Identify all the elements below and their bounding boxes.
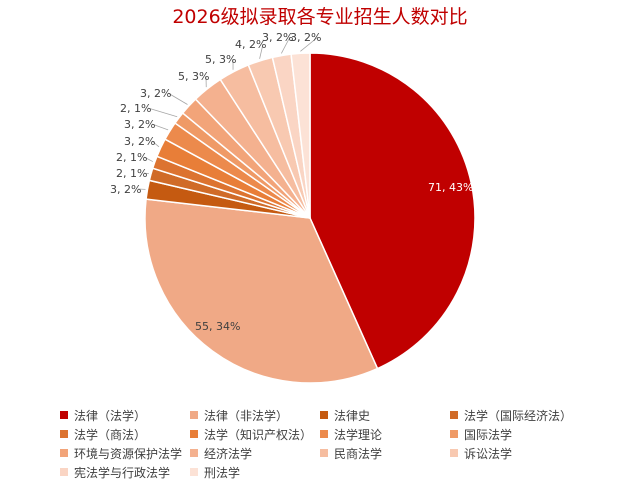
- legend-swatch: [320, 430, 328, 438]
- legend-item: 经济法学: [190, 445, 320, 461]
- leader-line: [259, 43, 264, 59]
- legend-swatch: [60, 411, 68, 419]
- legend-label: 环境与资源保护法学: [74, 446, 183, 461]
- data-label: 4, 2%: [235, 38, 266, 51]
- leader-line: [151, 140, 160, 148]
- pie-chart: 71, 43%55, 34%3, 2%2, 1%2, 1%3, 2%3, 2%2…: [110, 31, 476, 384]
- legend-swatch: [320, 449, 328, 457]
- leader-line: [300, 36, 319, 52]
- legend-item: 刑法学: [190, 464, 320, 480]
- chart-title: 2026级拟录取各专业招生人数对比: [172, 6, 468, 28]
- leader-line: [151, 123, 169, 131]
- legend-swatch: [320, 411, 328, 419]
- legend-item: 法学理论: [320, 426, 450, 442]
- pie-slice: [290, 52, 311, 219]
- legend-label: 国际法学: [464, 427, 513, 442]
- legend-item: 宪法学与行政法学: [60, 464, 190, 480]
- pie-slice: [309, 52, 476, 370]
- legend-item: 法学（商法）: [60, 426, 190, 442]
- data-label: 5, 3%: [178, 70, 209, 83]
- legend-item: 法学（知识产权法）: [190, 426, 320, 442]
- legend-item: 法律（非法学）: [190, 407, 320, 423]
- legend-swatch: [450, 411, 458, 419]
- legend-swatch: [190, 411, 198, 419]
- legend-item: 法律（法学）: [60, 407, 190, 423]
- leader-line: [143, 172, 150, 175]
- data-label: 3, 2%: [140, 87, 171, 100]
- legend-swatch: [60, 468, 68, 476]
- legend-item: 国际法学: [450, 426, 620, 442]
- data-label: 55, 34%: [195, 320, 240, 333]
- legend-swatch: [190, 449, 198, 457]
- data-label: 2, 1%: [120, 102, 151, 115]
- data-label: 71, 43%: [428, 181, 473, 194]
- data-label: 3, 2%: [290, 31, 321, 44]
- legend-swatch: [60, 430, 68, 438]
- legend-swatch: [450, 449, 458, 457]
- legend-item: 民商法学: [320, 445, 450, 461]
- data-label: 3, 2%: [110, 183, 141, 196]
- legend-label: 法学理论: [334, 427, 383, 442]
- leader-line: [147, 107, 178, 118]
- legend-item: 诉讼法学: [450, 445, 620, 461]
- leader-line: [280, 36, 291, 54]
- legend-swatch: [190, 430, 198, 438]
- data-label: 2, 1%: [116, 167, 147, 180]
- legend-label: 法律（非法学）: [204, 408, 289, 423]
- legend-label: 法学（知识产权法）: [204, 427, 313, 442]
- legend-label: 诉讼法学: [464, 446, 513, 461]
- legend-label: 经济法学: [204, 446, 253, 461]
- legend-label: 法学（国际经济法）: [464, 408, 573, 423]
- legend-swatch: [190, 468, 198, 476]
- legend-label: 刑法学: [204, 465, 241, 480]
- legend-label: 民商法学: [334, 446, 383, 461]
- data-label: 5, 3%: [205, 53, 236, 66]
- legend: 法律（法学） 法律（非法学） 法律史 法学（国际经济法） 法学（商法） 法学（知识产权法）…: [60, 407, 630, 480]
- legend-swatch: [60, 449, 68, 457]
- legend-label: 法学（商法）: [74, 427, 147, 442]
- leader-line: [143, 156, 154, 162]
- legend-label: 宪法学与行政法学: [74, 465, 171, 480]
- legend-label: 法律（法学）: [74, 408, 147, 423]
- legend-label: 法律史: [334, 408, 371, 423]
- data-label: 3, 2%: [124, 118, 155, 131]
- data-label: 3, 2%: [262, 31, 293, 44]
- legend-swatch: [450, 430, 458, 438]
- legend-item: 环境与资源保护法学: [60, 445, 190, 461]
- legend-item: 法学（国际经济法）: [450, 407, 620, 423]
- pie-slice: [144, 198, 379, 384]
- data-label: 3, 2%: [124, 135, 155, 148]
- data-label: 2, 1%: [116, 151, 147, 164]
- leader-line: [167, 92, 188, 105]
- legend-item: 法律史: [320, 407, 450, 423]
